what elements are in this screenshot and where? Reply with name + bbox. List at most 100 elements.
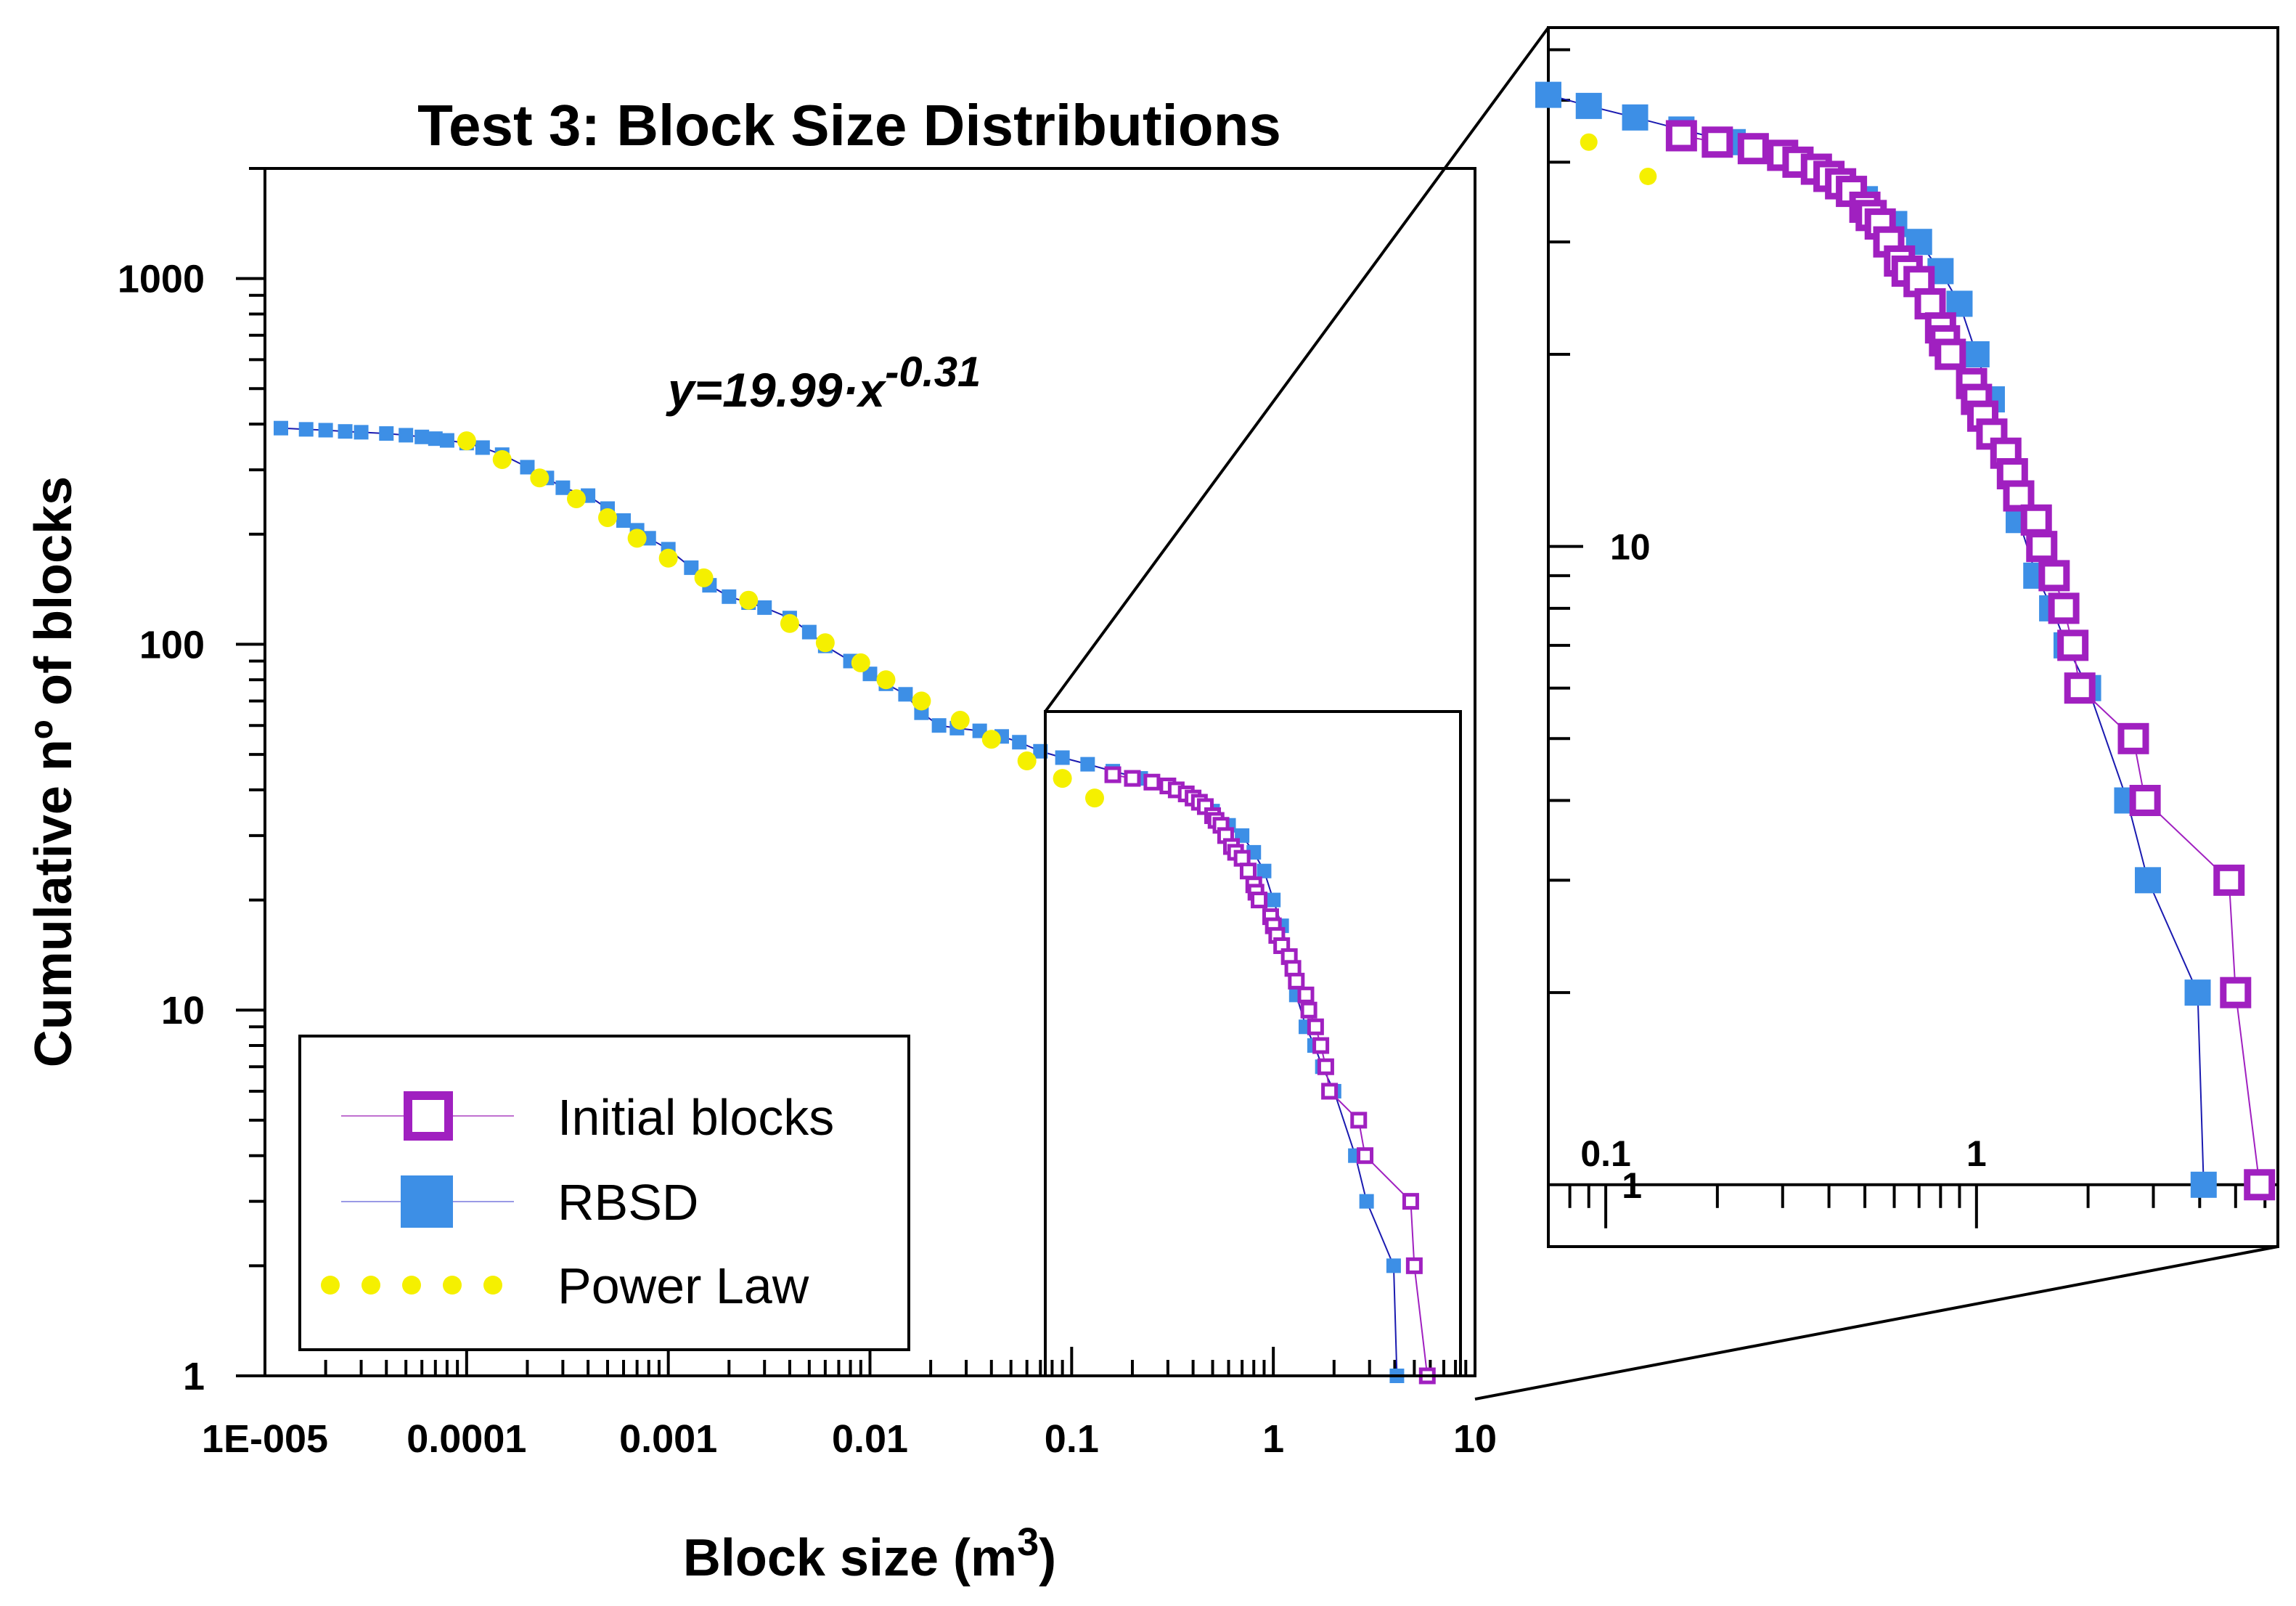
initial-blocks-point <box>1350 1112 1368 1129</box>
inset-plot-frame <box>1547 26 2279 1248</box>
power-law-point <box>694 568 714 587</box>
x-tick-label: 0.01 <box>832 1417 908 1461</box>
x-tick-label: 0.001 <box>619 1417 717 1461</box>
inset-series <box>1535 81 2276 1201</box>
inset-initial-blocks-point <box>2129 785 2161 817</box>
rbsd-point <box>1386 1258 1401 1273</box>
inset-initial-blocks-point <box>1701 126 1733 158</box>
rbsd-point <box>414 429 430 444</box>
main-series <box>273 420 1436 1385</box>
initial-blocks-point <box>1104 766 1122 783</box>
legend-label-power: Power Law <box>557 1258 809 1314</box>
rbsd-point <box>1266 892 1281 908</box>
legend-label-initial: Initial blocks <box>557 1089 834 1146</box>
power-law-point <box>950 711 970 730</box>
initial-blocks-point <box>1297 986 1315 1003</box>
power-law-point <box>912 691 931 711</box>
rbsd-point <box>722 589 737 604</box>
inset-initial-blocks-point <box>2117 722 2149 754</box>
initial-blocks-point <box>1239 863 1257 880</box>
inset-initial-blocks-point <box>2057 629 2089 661</box>
inset-initial-blocks-point <box>2038 560 2070 592</box>
rbsd-point <box>475 440 490 455</box>
power-law-point <box>851 653 870 672</box>
inset-initial-blocks-point <box>2048 592 2080 624</box>
inset-initial-blocks-point <box>1665 120 1697 152</box>
power-law-point <box>627 529 647 548</box>
initial-blocks-point <box>1317 1058 1334 1075</box>
power-law-point <box>981 730 1001 749</box>
inset-power-law-point <box>1639 167 1657 185</box>
power-law-point <box>457 431 476 451</box>
rbsd-point <box>616 513 632 528</box>
legend-marker-power <box>321 1276 502 1295</box>
rbsd-point <box>898 687 913 702</box>
inset-initial-blocks-point <box>1737 133 1769 165</box>
y-tick-label: 1000 <box>118 258 205 301</box>
initial-blocks-point <box>1288 972 1305 990</box>
legend: Initial blocks RBSD Power Law <box>298 1035 910 1351</box>
initial-blocks-point <box>1357 1147 1374 1165</box>
rbsd-point <box>338 424 353 439</box>
legend-marker-rbsd <box>401 1175 453 1228</box>
zoom-connector-bottom <box>1474 1245 2279 1401</box>
inset-y-tick-label: 10 <box>1610 527 1651 568</box>
inset-initial-blocks-point <box>2220 977 2252 1008</box>
inset-x-tick-label: 1 <box>1966 1133 1987 1174</box>
x-tick-label: 0.1 <box>1045 1417 1099 1461</box>
inset-rbsd-point <box>1963 341 1990 368</box>
rbsd-point <box>555 480 571 495</box>
legend-label-rbsd: RBSD <box>557 1174 698 1231</box>
power-law-point <box>1084 788 1104 808</box>
zoom-connector-top <box>1044 26 1550 713</box>
initial-blocks-point <box>1124 770 1141 787</box>
x-axis-label-superscript: 3 <box>1017 1520 1039 1564</box>
x-tick-label: 10 <box>1453 1417 1497 1461</box>
rbsd-point <box>1055 750 1070 765</box>
rbsd-point <box>379 426 394 441</box>
inset-initial-blocks-point <box>2003 480 2035 512</box>
x-tick-labels: 1E-005 0.0001 0.001 0.01 0.1 1 10 <box>202 1417 1497 1461</box>
rbsd-point <box>1080 757 1095 772</box>
x-tick-label: 1E-005 <box>202 1417 328 1461</box>
inset-initial-blocks-point <box>2020 504 2052 536</box>
formula-exponent: -0.31 <box>885 348 981 396</box>
initial-blocks-point <box>1307 1018 1324 1035</box>
power-law-point <box>566 489 586 508</box>
rbsd-point <box>298 422 314 437</box>
inset-rbsd-point <box>1535 81 1561 108</box>
power-law-point <box>1053 769 1072 788</box>
inset-initial-blocks-point <box>2064 672 2096 704</box>
x-axis-label-end: ) <box>1039 1529 1056 1587</box>
rbsd-point <box>931 718 947 733</box>
rbsd-point <box>428 431 443 447</box>
inset-x-extra-label: 1 <box>1622 1165 1642 1206</box>
formula-base: y=19.99·x <box>666 363 886 417</box>
initial-blocks-point <box>1405 1257 1423 1274</box>
rbsd-point <box>318 423 333 438</box>
power-law-formula: y=19.99·x-0.31 <box>666 348 981 417</box>
power-law-point <box>1017 751 1037 771</box>
power-law-point <box>598 508 618 527</box>
inset-x-tick-label: 0.1 <box>1580 1133 1631 1174</box>
rbsd-point <box>1359 1194 1374 1209</box>
rbsd-point <box>399 428 414 443</box>
rbsd-point <box>1257 863 1272 879</box>
inset-rbsd-point <box>2134 867 2161 894</box>
inset-axis-ticks <box>1547 48 2278 1228</box>
y-tick-label: 10 <box>161 989 205 1032</box>
power-law-point <box>530 468 550 488</box>
main-axis-ticks <box>236 167 1476 1377</box>
y-axis-label: Cumulative nº of blocks <box>25 476 83 1067</box>
rbsd-point <box>439 433 454 448</box>
initial-blocks-point <box>1312 1037 1330 1054</box>
x-axis-label: Block size (m3) <box>683 1520 1056 1587</box>
inset-initial-blocks-point <box>2026 531 2058 563</box>
power-law-point <box>876 670 896 690</box>
rbsd-point <box>684 560 699 575</box>
y-tick-labels: 1 10 100 1000 <box>118 258 205 1398</box>
initial-blocks-point <box>1321 1083 1339 1100</box>
x-tick-label: 0.0001 <box>407 1417 526 1461</box>
inset-power-law-point <box>1580 133 1598 151</box>
